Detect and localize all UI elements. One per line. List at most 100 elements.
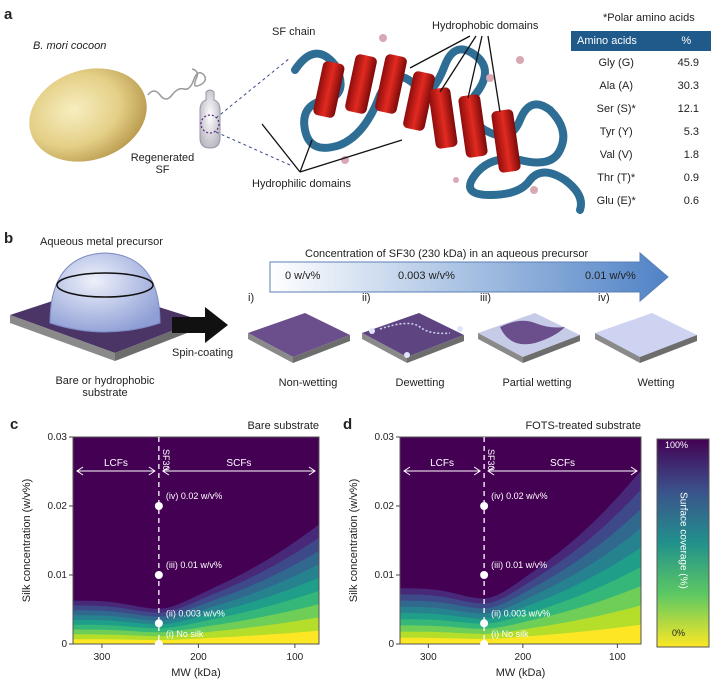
y-tick-1: 0.01 xyxy=(48,570,68,581)
data-point-3 xyxy=(480,502,489,510)
data-point-3 xyxy=(154,502,163,510)
data-point-0 xyxy=(480,640,489,648)
y-axis-label: Silk concentration (w/v%) xyxy=(21,479,33,603)
point-label-2: (iii) 0.01 w/v% xyxy=(491,560,547,570)
table-row: Val (V) 1.8 xyxy=(599,148,699,161)
y-tick-3: 0.03 xyxy=(375,432,395,443)
data-point-2 xyxy=(154,571,163,579)
sf-chain-label: SF chain xyxy=(272,26,316,38)
arrow-head-3 xyxy=(308,466,316,476)
sf30-label: SF30 xyxy=(486,449,496,471)
hydrophilic-label: Hydrophilic domains xyxy=(252,178,352,190)
substrate-wetting xyxy=(595,313,697,363)
arrow-head-1 xyxy=(148,466,156,476)
table-row: Thr (T)* 0.9 xyxy=(597,171,699,184)
data-point-1 xyxy=(154,619,163,628)
y-tick-0: 0 xyxy=(61,639,67,650)
water-molecules xyxy=(341,34,538,194)
arrow-head-0 xyxy=(403,466,411,476)
silk-thread xyxy=(147,68,207,100)
x-tick-2: 100 xyxy=(287,652,304,663)
data-point-2 xyxy=(480,571,489,579)
panel-label-d: d xyxy=(343,416,353,433)
plot-frame xyxy=(72,436,320,645)
step-num-1: i) xyxy=(248,292,255,304)
step-name-4: Wetting xyxy=(637,377,675,389)
amino-acid-table: Amino acids % Gly (G) 45.9 Ala (A) 30.3 Se… xyxy=(571,31,711,212)
step-name-3: Partial wetting xyxy=(502,377,572,389)
panel-label-c: c xyxy=(10,416,19,433)
spin-arrow xyxy=(172,307,228,343)
contour-band-0 xyxy=(400,624,641,644)
arrow-head-3 xyxy=(630,466,638,476)
conc-tick-2: 0.01 w/v% xyxy=(585,270,636,282)
step-num-2: ii) xyxy=(362,292,371,304)
substrate-partial-wetting xyxy=(478,313,580,363)
hydrophobic-cylinders xyxy=(313,54,521,173)
arrow-head-0 xyxy=(76,466,84,476)
point-label-2: (iii) 0.01 w/v% xyxy=(166,560,222,570)
panel-a-illustration xyxy=(29,34,585,214)
arrow-head-2 xyxy=(487,466,495,476)
x-tick-1: 200 xyxy=(515,652,532,663)
point-label-1: (ii) 0.003 w/v% xyxy=(166,608,225,618)
step-name-1: Non-wetting xyxy=(278,377,338,389)
data-point-0 xyxy=(154,640,163,648)
table-row: Gly (G) 45.9 xyxy=(598,56,699,69)
sf30-label: SF30 xyxy=(161,449,171,471)
substrate-non-wetting xyxy=(248,313,350,363)
substrate-dewetting xyxy=(362,313,464,363)
conc-tick-1: 0.003 w/v% xyxy=(398,270,455,282)
chart-title: Bare substrate xyxy=(247,420,319,432)
table-row: Tyr (Y) 5.3 xyxy=(599,125,699,138)
x-tick-2: 100 xyxy=(609,652,626,663)
y-tick-1: 0.01 xyxy=(375,570,395,581)
polar-note: *Polar amino acids xyxy=(603,12,695,24)
conc-tick-0: 0 w/v% xyxy=(285,270,321,282)
x-tick-1: 200 xyxy=(190,652,207,663)
colorbar-top: 100% xyxy=(665,440,689,450)
colorbar-bottom: 0% xyxy=(672,628,686,638)
point-label-0: (i) No silk xyxy=(166,629,204,639)
chart-bare-substrate: SF30 LCFs SCFs (i) No silk (ii) 0.003 w/v% (i… xyxy=(21,420,320,679)
step-num-4: iv) xyxy=(598,292,610,304)
x-axis-label: MW (kDa) xyxy=(496,667,546,679)
hydrophilic-arrows xyxy=(261,123,403,173)
spin-coating-label: Spin-coating xyxy=(172,347,234,359)
x-tick-0: 300 xyxy=(420,652,437,663)
region-lcf: LCFs xyxy=(430,458,454,469)
regenerated-sf-vial xyxy=(199,89,221,149)
contour-band-0 xyxy=(73,630,319,644)
region-scf: SCFs xyxy=(226,458,251,469)
point-label-1: (ii) 0.003 w/v% xyxy=(491,608,550,618)
table-row: Ser (S)* 12.1 xyxy=(596,102,699,115)
table-header-amino: Amino acids xyxy=(571,31,662,51)
plot-frame xyxy=(399,436,642,645)
y-tick-2: 0.02 xyxy=(48,501,68,512)
hydrophobic-label: Hydrophobic domains xyxy=(432,20,539,32)
region-scf: SCFs xyxy=(550,458,575,469)
y-tick-0: 0 xyxy=(388,639,394,650)
hydrophobic-arrows xyxy=(409,35,501,113)
chart-fots-substrate: SF30 LCFs SCFs (i) No silk (ii) 0.003 w/v% (i… xyxy=(348,420,642,679)
step-name-2: Dewetting xyxy=(395,377,445,389)
table-header-pct: % xyxy=(661,31,711,51)
arrow-head-2 xyxy=(161,466,170,476)
chart-title: FOTS-treated substrate xyxy=(525,420,641,432)
point-label-3: (iv) 0.02 w/v% xyxy=(491,491,548,501)
step-num-3: iii) xyxy=(480,292,491,304)
table-row: Ala (A) 30.3 xyxy=(599,79,699,92)
precursor-label: Aqueous metal precursor xyxy=(40,236,163,248)
colorbar-label: Surface coverage (%) xyxy=(677,492,689,589)
x-axis-label: MW (kDa) xyxy=(171,667,221,679)
regenerated-label: Regenerated SF xyxy=(130,152,195,176)
concentration-arrow xyxy=(269,251,669,303)
region-lcf: LCFs xyxy=(104,458,128,469)
table-row: Glu (E)* 0.6 xyxy=(596,194,699,207)
cocoon-image xyxy=(29,68,147,162)
y-axis-label: Silk concentration (w/v%) xyxy=(348,479,360,603)
arrow-head-1 xyxy=(473,466,482,476)
substrate-label: Bare or hydrophobic substrate xyxy=(55,375,155,399)
y-tick-3: 0.03 xyxy=(48,432,68,443)
panel-b-illustration xyxy=(10,251,697,363)
